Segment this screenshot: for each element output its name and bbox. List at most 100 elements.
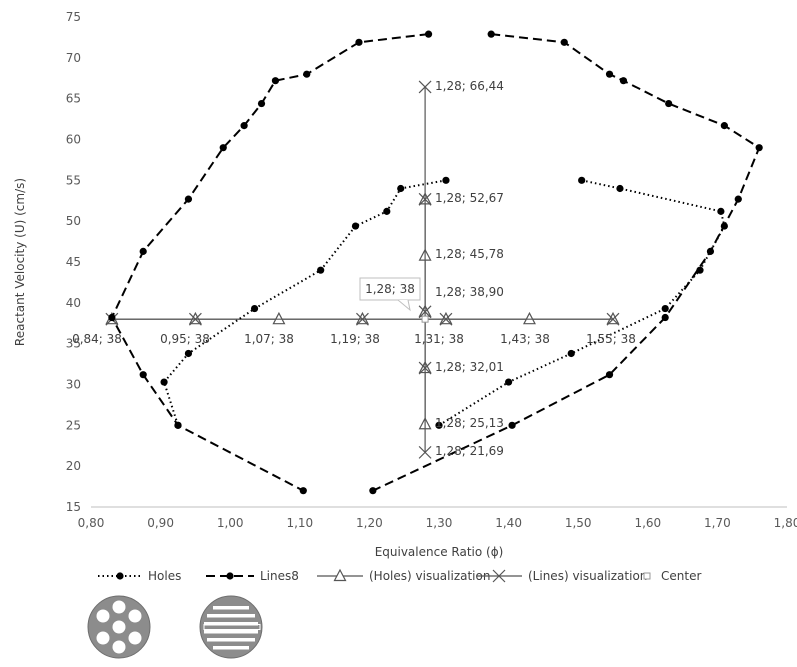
y-tick-label: 70 — [66, 51, 81, 65]
data-point — [605, 70, 614, 78]
data-point — [351, 222, 360, 230]
data-point — [188, 312, 202, 326]
data-point — [299, 487, 307, 495]
hole — [96, 609, 110, 623]
data-point — [418, 80, 432, 94]
data-point — [616, 184, 624, 193]
legend-item: (Lines) visualization — [476, 569, 647, 583]
slot-outline — [203, 624, 261, 630]
legend-marker — [643, 572, 651, 580]
data-point — [139, 371, 147, 379]
y-tick-label: 55 — [66, 173, 81, 187]
data-point — [439, 312, 453, 326]
data-point — [369, 487, 377, 495]
x-tick-label: 1,50 — [565, 516, 592, 530]
y-tick-label: 40 — [66, 296, 81, 310]
series-line — [162, 179, 447, 426]
axes-layer: 0,80 0,90 1,00 1,10 1,20 1,30 1,40 1,50 1,60 1,70… — [13, 10, 797, 559]
data-label: 1,28; 21,69 — [435, 444, 504, 458]
data-point — [560, 38, 568, 46]
x-axis-label: Equivalence Ratio (ϕ) — [375, 545, 504, 559]
data-point — [717, 207, 725, 215]
data-point — [606, 312, 620, 326]
x-tick-label: 1,00 — [217, 516, 244, 530]
legend-label: (Holes) visualization — [369, 569, 490, 583]
callout-label: 1,28; 38 — [365, 282, 415, 296]
data-point — [240, 122, 248, 130]
data-point — [665, 99, 673, 108]
hole — [128, 609, 142, 623]
holes-nozzle-icon — [87, 595, 151, 659]
data-point — [418, 305, 432, 319]
data-point — [174, 421, 182, 429]
hole — [128, 631, 142, 645]
data-point — [720, 122, 728, 130]
hole — [112, 620, 126, 634]
data-point — [661, 313, 669, 322]
slot — [213, 606, 249, 610]
y-tick-label: 50 — [66, 214, 81, 228]
data-label: 1,19; 38 — [330, 332, 380, 346]
hole — [112, 600, 126, 614]
legend-item: Lines8 — [206, 569, 299, 583]
y-tick-label: 30 — [66, 378, 81, 392]
data-label: 1,28; 66,44 — [435, 79, 504, 93]
data-point — [355, 38, 363, 46]
series-lines-visualization — [105, 80, 620, 459]
data-label: 1,31; 38 — [414, 332, 464, 346]
lines-nozzle-icon — [199, 595, 263, 659]
data-point — [508, 421, 516, 429]
data-point — [250, 304, 259, 313]
series-line — [110, 33, 429, 492]
data-label: 0,95; 38 — [160, 332, 210, 346]
data-point — [184, 349, 193, 358]
data-label: 1,43; 38 — [500, 332, 550, 346]
x-tick-label: 1,10 — [286, 516, 313, 530]
data-point — [619, 77, 628, 85]
data-label: 0,84; 38 — [72, 332, 122, 346]
series-center — [421, 315, 429, 323]
y-tick-label: 45 — [66, 255, 81, 269]
data-label: 1,28; 52,67 — [435, 191, 504, 205]
legend-item: Center — [643, 569, 701, 583]
data-point — [706, 247, 715, 255]
data-label: 1,28; 38,90 — [435, 285, 504, 299]
legend-item: Holes — [98, 569, 181, 583]
y-tick-label: 75 — [66, 10, 81, 24]
data-point — [383, 207, 391, 215]
data-label: 1,28; 32,01 — [435, 360, 504, 374]
legend-marker — [226, 572, 234, 580]
data-point — [219, 144, 227, 152]
y-tick-label: 65 — [66, 92, 81, 106]
y-tick-label: 60 — [66, 133, 81, 147]
y-tick-label: 25 — [66, 418, 81, 432]
x-tick-label: 1,80 — [774, 516, 797, 530]
data-label: 1,28; 45,78 — [435, 247, 504, 261]
y-axis-label: Reactant Velocity (U) (cm/s) — [13, 178, 27, 346]
data-point — [257, 99, 266, 108]
slot — [213, 646, 249, 650]
series-layer — [105, 30, 763, 495]
data-point — [418, 361, 432, 375]
y-tick-label: 20 — [66, 459, 81, 473]
legend-label: Holes — [148, 569, 181, 583]
data-point — [421, 315, 429, 323]
legend-marker — [492, 569, 506, 583]
x-tick-label: 1,30 — [426, 516, 453, 530]
icons-layer — [87, 595, 263, 659]
data-label: 1,28; 25,13 — [435, 416, 504, 430]
data-point — [522, 311, 536, 325]
legend-layer: Holes Lines8 (Holes) visualization (Lines) … — [98, 568, 701, 583]
data-point — [505, 378, 513, 386]
data-point — [272, 311, 286, 325]
series-line — [438, 179, 726, 427]
data-point — [567, 349, 575, 358]
legend-marker — [333, 568, 347, 582]
slot — [204, 630, 258, 634]
data-point — [661, 304, 669, 313]
data-point — [424, 30, 433, 38]
data-point — [184, 195, 193, 203]
data-point — [303, 70, 311, 78]
